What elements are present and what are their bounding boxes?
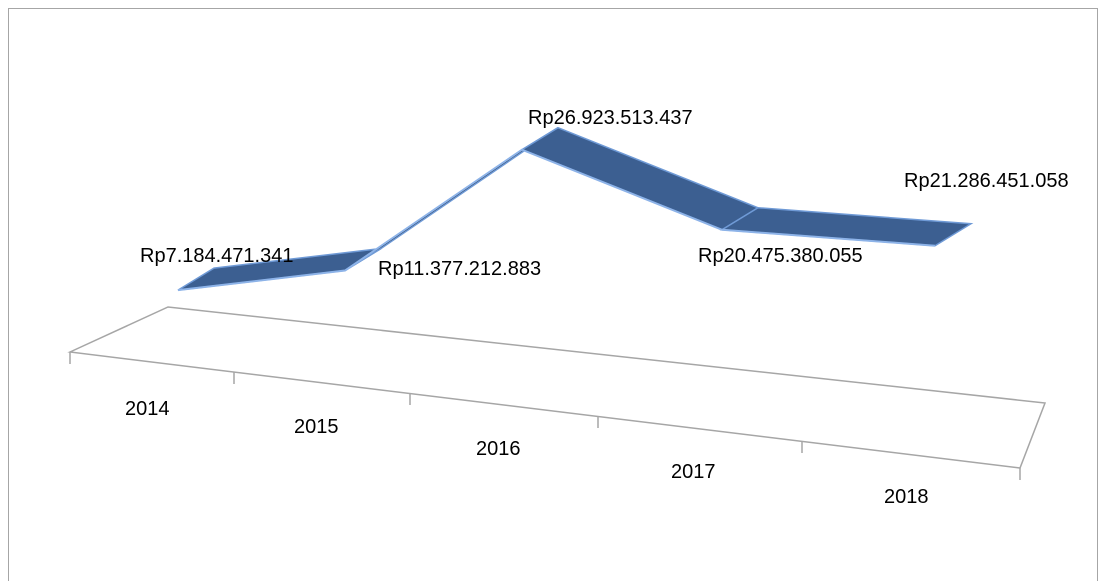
x-tick-label: 2018 xyxy=(884,486,929,508)
x-tick-label: 2015 xyxy=(294,416,339,438)
x-tick-label: 2016 xyxy=(476,438,521,460)
ribbon-front-edge xyxy=(177,148,936,292)
data-label: Rp21.286.451.058 xyxy=(904,170,1069,192)
ribbon-segment xyxy=(520,126,760,231)
data-label: Rp7.184.471.341 xyxy=(140,245,293,267)
x-tick-label: 2017 xyxy=(671,461,716,483)
floor xyxy=(67,306,1047,469)
data-label: Rp11.377.212.883 xyxy=(378,258,541,280)
category-ticks xyxy=(69,352,1021,480)
data-label: Rp26.923.513.437 xyxy=(528,107,693,129)
x-tick-label: 2014 xyxy=(125,398,170,420)
data-label: Rp20.475.380.055 xyxy=(698,245,863,267)
chart-frame xyxy=(8,8,1098,581)
